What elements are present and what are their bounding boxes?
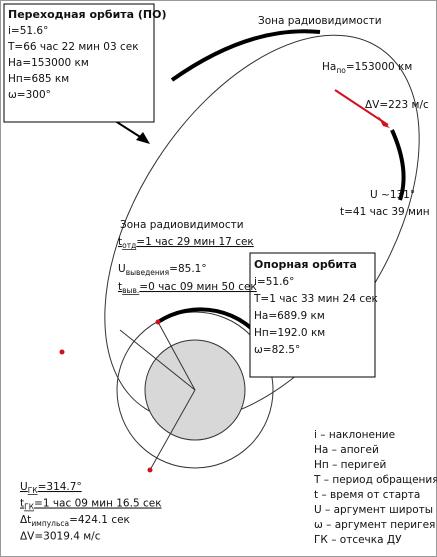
label: На=153000 км bbox=[8, 57, 89, 69]
label: На – апогей bbox=[314, 444, 379, 456]
dv-arrow bbox=[334, 89, 389, 126]
dv-arrowhead bbox=[378, 116, 390, 128]
label: tГК=1 час 09 мин 16.5 сек bbox=[20, 498, 162, 512]
label-sub: выведения bbox=[126, 268, 169, 277]
label-rest: =153000 км bbox=[346, 61, 412, 73]
label: i=51.6° bbox=[8, 25, 48, 37]
visibility-arc bbox=[170, 29, 321, 82]
label-base: t bbox=[118, 236, 122, 248]
label: t=41 час 39 мин bbox=[340, 206, 430, 218]
label: T – период обращения bbox=[313, 474, 437, 486]
label: ΔV=223 м/с bbox=[365, 99, 429, 111]
label: Δtимпульса=424.1 сек bbox=[20, 514, 130, 528]
label-sub: импульса bbox=[31, 519, 69, 528]
label: U – аргумент широты bbox=[314, 504, 433, 516]
radius bbox=[119, 329, 196, 391]
label-rest: =1 час 29 мин 17 сек bbox=[136, 236, 253, 248]
label: UГК=314.7° bbox=[20, 481, 82, 495]
label: ω=300° bbox=[8, 89, 51, 101]
label: Зона радиовидимости bbox=[258, 15, 382, 27]
label-sub: ГК bbox=[24, 503, 35, 512]
label: Переходная орбита (ПО) bbox=[8, 8, 167, 21]
label: Напо=153000 км bbox=[322, 61, 412, 75]
label-base: t bbox=[20, 498, 24, 510]
point bbox=[147, 467, 153, 473]
label-sub: выв. bbox=[122, 286, 139, 295]
label-rest: =314.7° bbox=[38, 481, 82, 493]
visibility-arc bbox=[390, 129, 406, 201]
label: Нп – перигей bbox=[314, 459, 386, 471]
radius bbox=[157, 321, 196, 391]
label-rest: =0 час 09 мин 50 сек bbox=[139, 281, 256, 293]
label: T=66 час 22 мин 03 сек bbox=[7, 41, 139, 53]
label: Нп=192.0 км bbox=[254, 327, 325, 339]
label: t – время от старта bbox=[314, 489, 420, 501]
label-base: На bbox=[322, 61, 336, 73]
label: tвыв.=0 час 09 мин 50 сек bbox=[118, 281, 257, 295]
label: Опорная орбита bbox=[254, 258, 357, 271]
label: Uвыведения=85.1° bbox=[118, 263, 207, 277]
label-rest: =1 час 09 мин 16.5 сек bbox=[34, 498, 162, 510]
parking-orbit bbox=[116, 311, 274, 469]
label: i=51.6° bbox=[254, 276, 294, 288]
parking-box bbox=[249, 252, 376, 378]
radius bbox=[149, 389, 196, 471]
transfer-box bbox=[3, 3, 155, 123]
label-base: U bbox=[118, 263, 126, 275]
label: На=689.9 км bbox=[254, 310, 325, 322]
label-sub: отд bbox=[122, 241, 136, 250]
point bbox=[59, 349, 65, 355]
label-base: ΔV=3019.4 м/с bbox=[20, 531, 101, 543]
label-base: t bbox=[118, 281, 122, 293]
label: ΔV=3019.4 м/с bbox=[20, 531, 101, 543]
label-rest: =424.1 сек bbox=[69, 514, 130, 526]
label: T=1 час 33 мин 24 сек bbox=[253, 293, 378, 305]
label-rest: =85.1° bbox=[169, 263, 206, 275]
label-base: U bbox=[20, 481, 28, 493]
label: tотд=1 час 29 мин 17 сек bbox=[118, 236, 254, 250]
label: U ~131° bbox=[370, 189, 415, 201]
label: ω – аргумент перигея bbox=[314, 519, 435, 531]
label: ГК – отсечка ДУ bbox=[314, 534, 402, 546]
label: ω=82.5° bbox=[254, 344, 300, 356]
pointer-head bbox=[136, 132, 150, 144]
label-sub: по bbox=[336, 66, 346, 75]
label: Нп=685 км bbox=[8, 73, 69, 85]
label: i – наклонение bbox=[314, 429, 395, 441]
point bbox=[155, 319, 161, 325]
label: Зона радиовидимости bbox=[120, 219, 244, 231]
label-base: Δt bbox=[20, 514, 31, 526]
label-sub: ГК bbox=[28, 486, 39, 495]
